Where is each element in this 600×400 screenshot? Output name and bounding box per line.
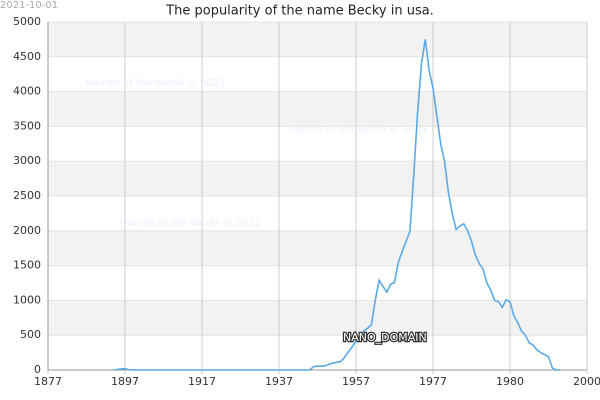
x-tick-label: 1917 xyxy=(188,375,216,388)
x-tick-label: 1877 xyxy=(34,375,62,388)
grid-band xyxy=(48,161,587,196)
watermark: Names of the World © 2021 xyxy=(287,124,428,135)
grid-band xyxy=(48,300,587,336)
watermark: Names of the World © 2021 xyxy=(85,78,226,89)
x-tick-label: 1957 xyxy=(342,375,370,388)
y-tick-label: 1500 xyxy=(13,259,41,272)
y-tick-label: 500 xyxy=(20,328,41,341)
y-tick-label: 3500 xyxy=(13,119,41,132)
annotation: NANO_DOMAIN xyxy=(343,331,427,344)
line xyxy=(113,39,561,371)
y-tick-label: 3000 xyxy=(13,154,41,167)
grid-band xyxy=(48,230,587,266)
x-tick-label: 1937 xyxy=(265,375,293,388)
y-tick-label: 2000 xyxy=(13,224,41,237)
x-tick-label: 1897 xyxy=(111,375,139,388)
y-tick-label: 1000 xyxy=(13,293,41,306)
watermark: Names of the World © 2021 xyxy=(120,218,261,229)
bands xyxy=(48,22,587,336)
x-tick-label: 1980 xyxy=(496,375,524,388)
plot xyxy=(113,39,561,371)
grid-band xyxy=(48,22,587,57)
y-tick-label: 2500 xyxy=(13,189,41,202)
grid-band xyxy=(48,91,587,127)
x-tick-label: 1977 xyxy=(419,375,447,388)
date-stamp: 2021-10-01 xyxy=(0,0,58,11)
x-tick-label: 2000 xyxy=(573,375,600,388)
chart-title: The popularity of the name Becky in usa. xyxy=(165,4,434,19)
y-tick-label: 4000 xyxy=(13,85,41,98)
y-tick-label: 4500 xyxy=(13,50,41,63)
y-tick-label: 5000 xyxy=(13,15,41,28)
y-tick-label: 0 xyxy=(34,363,41,376)
